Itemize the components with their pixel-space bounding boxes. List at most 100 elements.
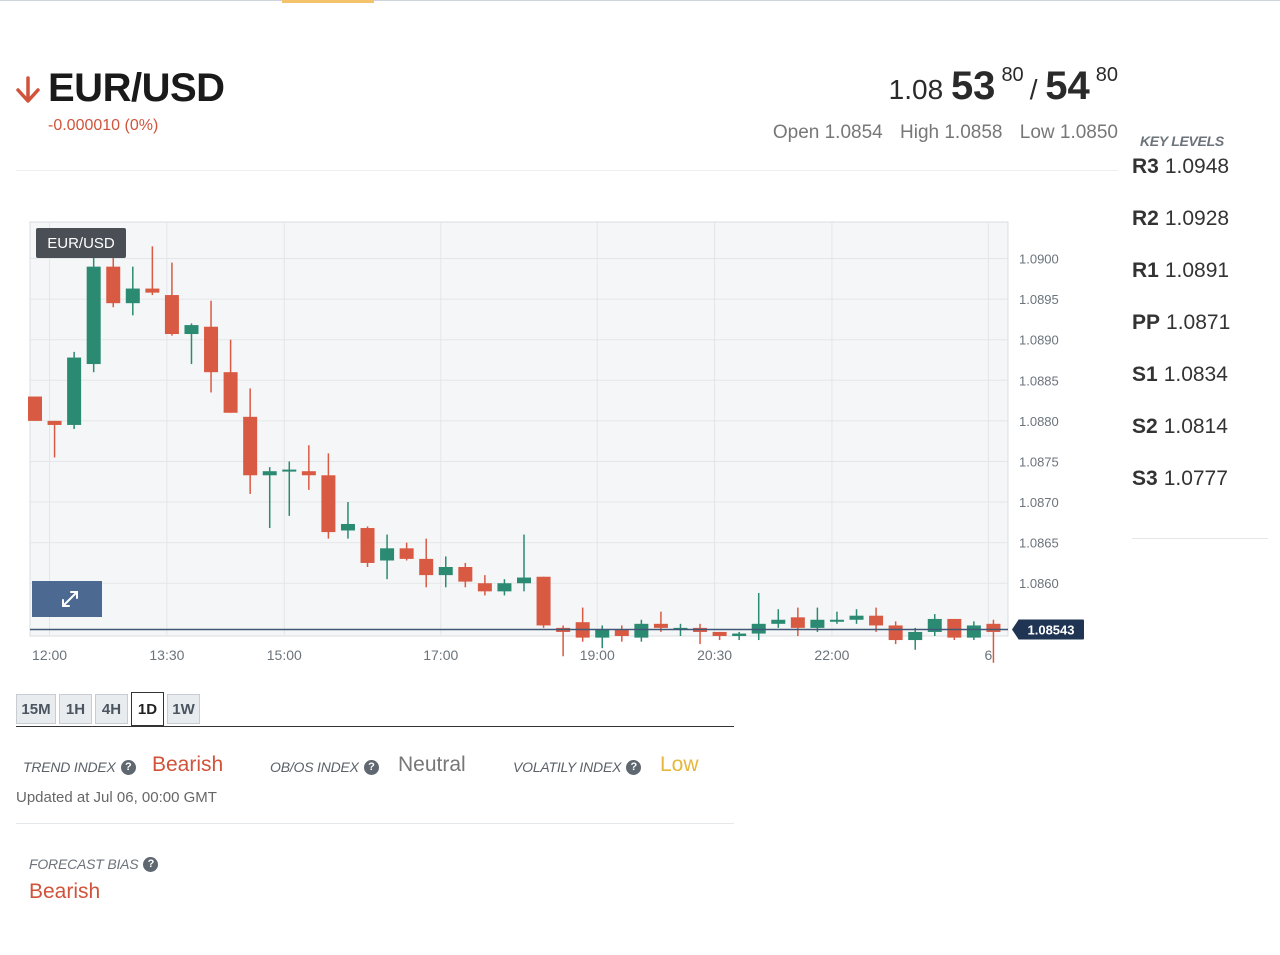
price-chart[interactable]: 1.0900 1.0895 1.0890 1.0885 1.0880 1.0875 1.08… [0, 200, 1100, 675]
timeframe-button-1d[interactable]: 1D [131, 692, 164, 726]
candle-down [321, 475, 336, 533]
volatility-index-text: VOLATILY INDEX [513, 759, 622, 775]
chart-title-tag [36, 228, 126, 258]
top-border [0, 0, 1280, 1]
question-circle-icon[interactable]: ? [120, 759, 136, 775]
x-tick-label: 15:00 [267, 647, 302, 663]
volatility-index-value: Low [660, 753, 699, 776]
candle-down [301, 471, 316, 476]
candle-down [477, 583, 492, 592]
candle-up [380, 548, 395, 561]
candle-down [243, 416, 258, 476]
candle-up [125, 288, 140, 304]
obos-index-text: OB/OS INDEX [270, 759, 359, 775]
candle-up [908, 631, 923, 641]
key-level-r1: R1 1.0891 [1132, 259, 1229, 283]
candle-up [517, 577, 531, 584]
candle-up [67, 357, 82, 425]
key-level-value: 1.0928 [1164, 207, 1230, 230]
key-level-s2: S2 1.0814 [1132, 415, 1228, 439]
candle-down [947, 618, 962, 638]
y-tick-label: 1.0895 [1019, 292, 1059, 307]
candle-down [28, 396, 42, 421]
key-level-value: 1.0948 [1164, 155, 1230, 178]
candle-up [86, 266, 101, 365]
x-tick-label: 13:30 [149, 647, 184, 663]
instrument-symbol: EUR/USD [48, 66, 225, 110]
timeframe-button-1w[interactable]: 1W [167, 694, 200, 724]
candle-down [399, 548, 414, 559]
current-price-badge [1018, 619, 1084, 640]
header-divider [16, 170, 1118, 171]
candle-down [223, 372, 238, 413]
forecast-bias-text: FORECAST BIAS [29, 856, 139, 872]
candle-down [164, 295, 179, 335]
y-tick-label: 1.0885 [1019, 373, 1059, 388]
timeframe-underline [16, 726, 734, 727]
candle-up [262, 471, 277, 476]
chart-title: EUR/USD [47, 235, 115, 252]
candle-up [732, 633, 747, 636]
key-level-label: PP [1132, 311, 1161, 334]
candle-down [712, 631, 727, 636]
candle-up [497, 583, 512, 592]
current-price-label: 1.08543 [1028, 623, 1075, 638]
chart-plot-area [29, 221, 1009, 637]
key-level-label: S3 [1132, 467, 1158, 490]
current-price-pointer [1012, 620, 1018, 639]
candle-down [204, 326, 219, 373]
expand-icon[interactable] [62, 591, 78, 607]
y-tick-label: 1.0860 [1019, 576, 1059, 591]
y-tick-label: 1.0870 [1019, 495, 1059, 510]
candle-up [927, 618, 942, 632]
question-circle-icon[interactable]: ? [626, 759, 642, 775]
key-level-label: S2 [1132, 415, 1158, 438]
key-levels-divider [1132, 538, 1268, 539]
arrow-down-icon [16, 76, 40, 103]
price-change: -0.000010 (0%) [48, 117, 159, 134]
candle-up [184, 325, 199, 335]
timeframe-button-4h[interactable]: 4H [95, 694, 128, 724]
y-tick-label: 1.0880 [1019, 414, 1059, 429]
ask-big-figure: 54 [1045, 64, 1090, 108]
key-level-label: R2 [1132, 207, 1159, 230]
key-levels-title: KEY LEVELS [1140, 133, 1224, 149]
key-level-r3: R3 1.0948 [1132, 155, 1229, 179]
indices-divider [16, 823, 734, 824]
question-circle-icon[interactable]: ? [143, 856, 159, 872]
bid-ask-quote: 1.08 53 80/ 54 80 [889, 64, 1118, 109]
candle-up [849, 615, 864, 620]
key-level-label: R1 [1132, 259, 1159, 282]
x-tick-label: 17:00 [423, 647, 458, 663]
ask-pip: 80 [1095, 64, 1118, 86]
forecast-bias-value: Bearish [29, 880, 101, 903]
candle-up [966, 625, 981, 638]
key-level-value: 1.0834 [1163, 363, 1228, 386]
x-tick-label: 6 [985, 647, 993, 663]
key-level-s3: S3 1.0777 [1132, 467, 1228, 491]
candle-down [360, 528, 375, 563]
question-circle-icon[interactable]: ? [363, 759, 379, 775]
volatility-index-label: VOLATILY INDEX ? [513, 759, 642, 775]
candle-down [986, 623, 1001, 632]
y-tick-label: 1.0900 [1019, 252, 1059, 267]
key-level-value: 1.0777 [1163, 467, 1228, 490]
candle-down [790, 617, 805, 628]
candle-down [106, 266, 121, 304]
obos-index-value: Neutral [398, 753, 466, 776]
expand-button[interactable] [32, 581, 102, 617]
timeframe-button-1h[interactable]: 1H [59, 694, 92, 724]
key-level-label: S1 [1132, 363, 1158, 386]
trend-index-value: Bearish [152, 753, 224, 776]
candle-up [771, 619, 786, 624]
high-value: High 1.0858 [900, 122, 1003, 143]
x-tick-label: 12:00 [32, 647, 67, 663]
key-level-r2: R2 1.0928 [1132, 207, 1229, 231]
candle-up [340, 523, 355, 531]
forecast-bias-label: FORECAST BIAS ? [29, 856, 159, 872]
key-level-s1: S1 1.0834 [1132, 363, 1228, 387]
low-value: Low 1.0850 [1019, 122, 1118, 143]
candle-up [810, 619, 825, 628]
y-tick-label: 1.0875 [1019, 454, 1059, 469]
timeframe-button-15m[interactable]: 15M [16, 694, 56, 724]
